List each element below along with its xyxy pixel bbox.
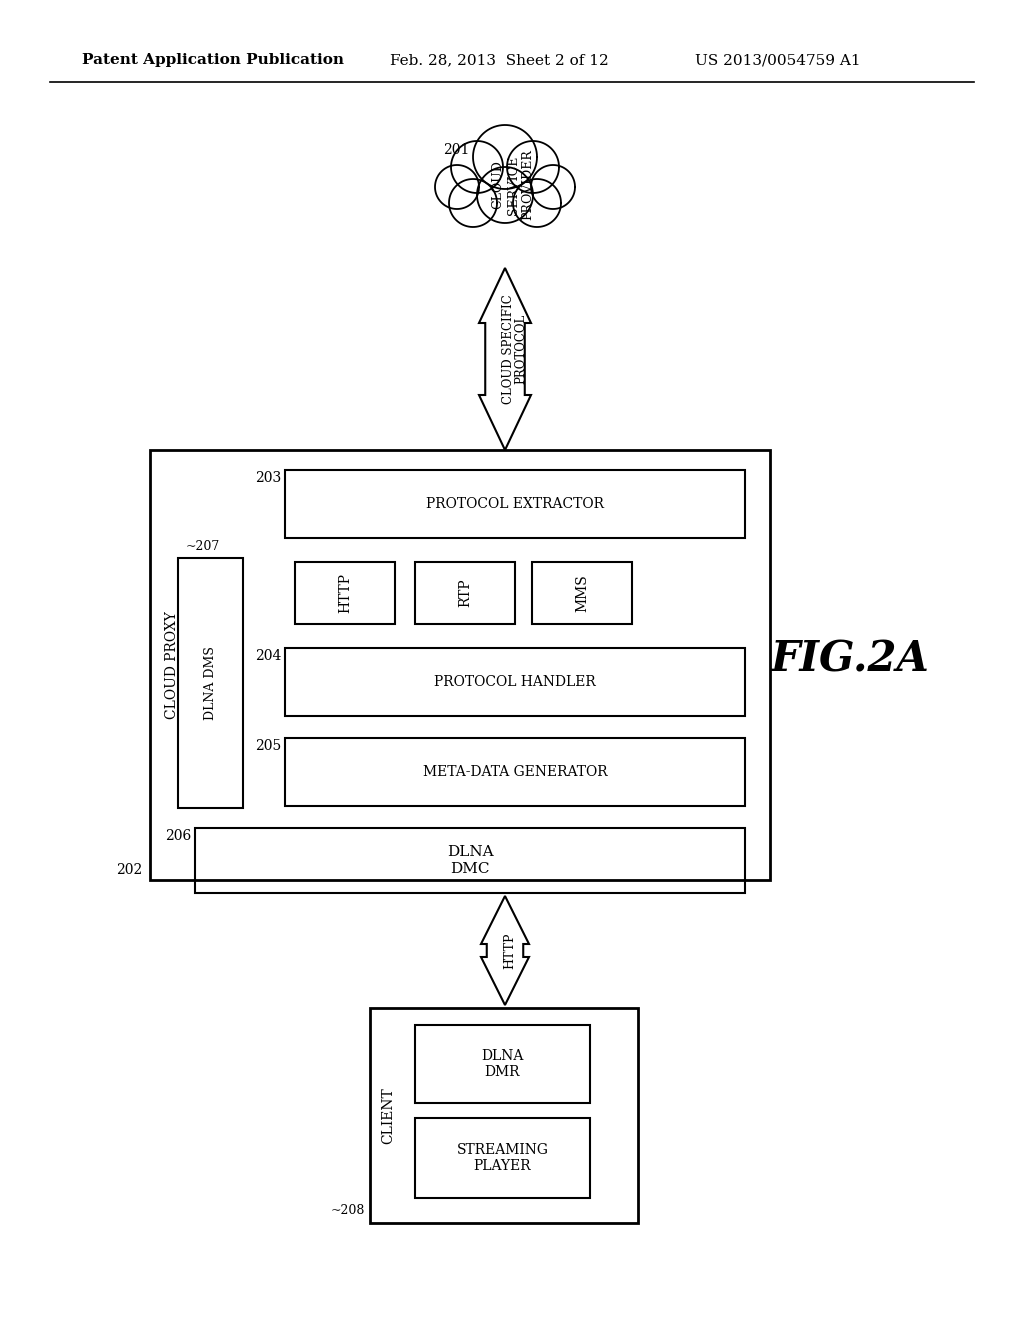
Text: 201: 201 <box>443 143 469 157</box>
Bar <box>150 450 770 880</box>
Text: HTTP: HTTP <box>338 573 352 612</box>
Text: 202: 202 <box>116 863 142 876</box>
Text: 206: 206 <box>165 829 191 843</box>
Text: DLNA DMS: DLNA DMS <box>204 645 217 719</box>
Bar <box>532 562 632 624</box>
Text: PROTOCOL: PROTOCOL <box>514 314 527 384</box>
Circle shape <box>473 125 537 189</box>
Text: 204: 204 <box>255 649 281 663</box>
Text: US 2013/0054759 A1: US 2013/0054759 A1 <box>695 53 860 67</box>
Circle shape <box>449 180 497 227</box>
Bar <box>285 648 745 715</box>
Circle shape <box>507 141 559 193</box>
Text: ~207: ~207 <box>186 540 220 553</box>
Text: STREAMING
PLAYER: STREAMING PLAYER <box>457 1143 549 1173</box>
Text: Patent Application Publication: Patent Application Publication <box>82 53 344 67</box>
Text: 203: 203 <box>255 471 281 484</box>
Text: PROTOCOL HANDLER: PROTOCOL HANDLER <box>434 675 596 689</box>
Bar <box>415 562 515 624</box>
Bar <box>460 168 550 227</box>
Circle shape <box>477 168 534 223</box>
Circle shape <box>531 165 575 209</box>
Text: Feb. 28, 2013  Sheet 2 of 12: Feb. 28, 2013 Sheet 2 of 12 <box>390 53 608 67</box>
Text: ~208: ~208 <box>331 1204 365 1217</box>
Circle shape <box>451 141 503 193</box>
Text: DLNA
DMC: DLNA DMC <box>446 845 494 875</box>
Bar <box>285 470 745 539</box>
Text: CLOUD
SERVICE
PROVIDER: CLOUD SERVICE PROVIDER <box>492 149 535 220</box>
Bar <box>285 738 745 807</box>
Bar <box>415 1026 590 1104</box>
Text: CLOUD PROXY: CLOUD PROXY <box>165 611 179 719</box>
Text: HTTP: HTTP <box>504 932 516 969</box>
Bar <box>295 562 395 624</box>
Text: MMS: MMS <box>575 574 589 612</box>
Text: DLNA
DMR: DLNA DMR <box>481 1049 523 1080</box>
Polygon shape <box>479 268 531 450</box>
Text: PROTOCOL EXTRACTOR: PROTOCOL EXTRACTOR <box>426 498 604 511</box>
Bar <box>195 828 745 894</box>
Polygon shape <box>481 896 529 1005</box>
Text: FIG.2A: FIG.2A <box>771 639 930 681</box>
Circle shape <box>513 180 561 227</box>
Text: CLOUD SPECIFIC: CLOUD SPECIFIC <box>503 294 515 404</box>
Bar <box>178 558 243 808</box>
Bar <box>415 1118 590 1199</box>
Circle shape <box>435 165 479 209</box>
Text: RTP: RTP <box>458 578 472 607</box>
Text: 205: 205 <box>255 739 281 752</box>
Text: CLIENT: CLIENT <box>381 1088 395 1144</box>
Bar <box>370 1008 638 1224</box>
Text: META-DATA GENERATOR: META-DATA GENERATOR <box>423 766 607 779</box>
